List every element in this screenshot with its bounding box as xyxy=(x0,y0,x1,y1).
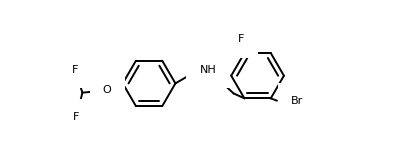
Text: F: F xyxy=(73,112,79,122)
Text: O: O xyxy=(103,85,112,95)
Text: NH: NH xyxy=(200,65,216,75)
Text: F: F xyxy=(71,65,78,75)
Text: Br: Br xyxy=(291,96,303,106)
Text: F: F xyxy=(238,34,245,44)
